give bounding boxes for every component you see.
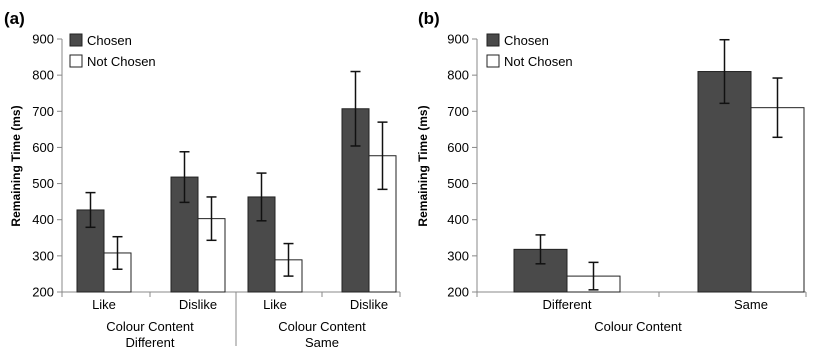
panel-a-category-label: Like [263, 297, 287, 312]
panel-a-y-tick-label: 300 [32, 248, 54, 263]
panel-a-group-label: Colour Content [278, 319, 366, 334]
panel-a-legend-swatch-not-chosen [69, 54, 83, 68]
panel-a-y-tick-label: 700 [32, 104, 54, 119]
panel-b-y-tick-label: 600 [447, 140, 469, 155]
panel-a-group-label: Same [305, 335, 339, 350]
panel-b-legend-label-not-chosen: Not Chosen [504, 54, 573, 69]
panel-a-group-label: Different [126, 335, 175, 350]
panel-b-y-tick-label: 800 [447, 68, 469, 83]
panel-b-label: (b) [418, 9, 440, 28]
panel-a-y-tick-label: 200 [32, 285, 54, 300]
panel-a-y-tick-label: 900 [32, 32, 54, 47]
panel-a-y-tick-label: 500 [32, 176, 54, 191]
panel-b-y-tick-label: 500 [447, 176, 469, 191]
panel-b-y-tick-label: 200 [447, 285, 469, 300]
panel-a-category-label: Like [92, 297, 116, 312]
panel-a-legend-swatch-chosen [69, 33, 83, 47]
panel-b-legend-swatch-not-chosen [486, 54, 500, 68]
panel-b-x-axis-label: Colour Content [594, 319, 682, 334]
panel-b-y-tick-label: 700 [447, 104, 469, 119]
panel-a-group-label: Colour Content [106, 319, 194, 334]
panel-a-legend-label-chosen: Chosen [87, 33, 132, 48]
panel-b-legend-label-chosen: Chosen [504, 33, 549, 48]
panel-b-bar-chosen [697, 71, 752, 293]
panel-a-y-tick-label: 600 [32, 140, 54, 155]
panel-b-legend-swatch-chosen [486, 33, 500, 47]
panel-b-y-tick-label: 300 [447, 248, 469, 263]
panel-b-category-label: Different [543, 297, 592, 312]
panel-b-bar-not-chosen [750, 107, 805, 293]
panel-a-y-axis-label: Remaining Time (ms) [9, 105, 23, 226]
panel-a-y-tick-label: 800 [32, 68, 54, 83]
panel-a-legend-label-not-chosen: Not Chosen [87, 54, 156, 69]
panel-b-y-axis-label: Remaining Time (ms) [416, 105, 430, 226]
panel-b-y-tick-label: 900 [447, 32, 469, 47]
panel-b-category-label: Same [734, 297, 768, 312]
panel-a-category-label: Dislike [350, 297, 388, 312]
panel-a-label: (a) [4, 9, 25, 28]
panel-b-y-tick-label: 400 [447, 212, 469, 227]
panel-a-y-tick-label: 400 [32, 212, 54, 227]
panel-a-category-label: Dislike [179, 297, 217, 312]
